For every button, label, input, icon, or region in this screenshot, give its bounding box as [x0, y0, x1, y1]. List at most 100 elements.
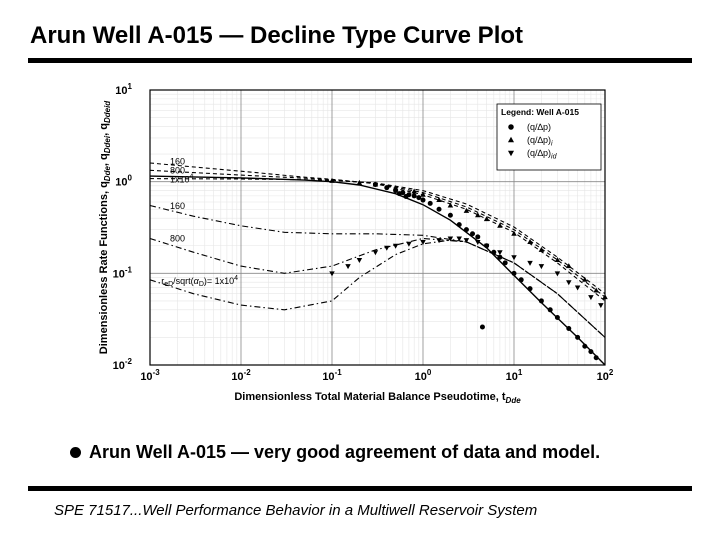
data-point [566, 280, 572, 286]
data-point [518, 277, 524, 283]
model-curve [149, 239, 606, 338]
data-point [582, 276, 588, 282]
decline-type-curve-chart: 10-3 10-2 10-1 100 101 10210-210-1100101Dimen… [98, 82, 614, 405]
model-curve [149, 178, 606, 295]
data-point [329, 177, 335, 183]
data-point [497, 254, 503, 260]
data-point [527, 238, 533, 244]
data-point [483, 216, 490, 222]
footer-citation: SPE 71517...Well Performance Behavior in… [54, 502, 538, 519]
data-point [538, 298, 544, 304]
data-point [502, 260, 508, 266]
curve-annotation: 800 [170, 165, 185, 175]
data-point [427, 200, 433, 206]
data-point [547, 307, 553, 313]
data-point [406, 241, 412, 247]
y-tick-label: 100 [115, 174, 132, 189]
data-point [436, 197, 442, 203]
data-point [554, 256, 561, 262]
legend-marker [508, 124, 514, 130]
data-point [384, 245, 390, 251]
curve-annotation: 160 [170, 201, 185, 211]
data-point [411, 193, 417, 199]
data-point [538, 264, 545, 270]
data-point [538, 246, 545, 252]
legend-marker [507, 136, 515, 143]
data-point [582, 343, 588, 349]
data-point [566, 326, 572, 332]
data-point [456, 222, 462, 228]
data-point [470, 231, 476, 237]
y-tick-label: 101 [115, 82, 132, 97]
bullet-dot-icon [70, 447, 81, 458]
y-tick-label: 10-2 [113, 357, 133, 372]
legend-title: Legend: Well A-015 [501, 107, 579, 117]
data-point [598, 303, 604, 309]
data-point [479, 324, 485, 330]
bottom-divider [28, 486, 692, 491]
data-point [511, 230, 517, 236]
data-point [554, 271, 561, 277]
data-point [588, 295, 594, 301]
x-axis-label: Dimensionless Total Material Balance Pse… [234, 391, 521, 405]
legend-box [496, 103, 602, 171]
data-point [372, 250, 379, 256]
data-point [574, 285, 581, 291]
data-point [588, 349, 594, 355]
legend-entry-label: (q/∆p)id [527, 148, 558, 161]
data-point [463, 238, 470, 244]
data-point [527, 260, 533, 266]
data-point [420, 239, 426, 245]
data-point [392, 243, 399, 249]
model-curve [149, 175, 606, 366]
curve-annotation: reD/sqrt(αD)= 1x104 [161, 275, 238, 288]
model-curve [149, 169, 606, 298]
data-point [416, 195, 422, 201]
x-tick-label: 10-2 [231, 368, 251, 383]
curve-annotation: 1x104 [170, 173, 194, 184]
data-point [403, 193, 409, 199]
bullet-text: Arun Well A-015 — very good agreement of… [89, 442, 601, 462]
data-point [447, 236, 454, 242]
data-point [447, 212, 453, 218]
data-point [483, 243, 490, 249]
data-point [420, 191, 426, 197]
data-point [436, 206, 442, 212]
x-tick-label: 101 [506, 368, 523, 383]
data-point [411, 188, 417, 194]
plot-frame [149, 89, 606, 366]
slide-title: Arun Well A-015 — Decline Type Curve Plo… [30, 22, 524, 49]
x-tick-label: 10-3 [140, 368, 160, 383]
data-point [420, 197, 426, 203]
data-point [345, 264, 351, 270]
data-point [456, 236, 462, 242]
data-point [475, 212, 481, 218]
data-point [511, 255, 517, 261]
data-point [447, 202, 454, 208]
y-axis-label: Dimensionless Rate Functions, qDde, qDde… [98, 100, 112, 354]
data-point [475, 234, 481, 240]
data-point [436, 238, 442, 244]
data-point [392, 185, 399, 191]
data-point [554, 314, 560, 320]
data-point [491, 249, 497, 255]
data-point [329, 271, 335, 277]
model-curve [149, 204, 606, 338]
data-point [566, 263, 572, 269]
data-point [396, 191, 402, 197]
x-tick-label: 100 [415, 368, 432, 383]
x-tick-label: 102 [597, 368, 614, 383]
data-point [463, 227, 469, 233]
bullet-point: Arun Well A-015 — very good agreement of… [70, 442, 600, 463]
data-point [463, 207, 470, 213]
data-point [527, 286, 533, 292]
data-point [497, 222, 503, 228]
data-point [511, 270, 517, 276]
model-curve [149, 237, 606, 338]
data-point [475, 239, 481, 245]
top-divider [28, 58, 692, 63]
data-point [356, 257, 363, 263]
legend-entry-label: (q/∆p) [527, 122, 551, 132]
y-tick-label: 10-1 [113, 265, 133, 280]
curve-annotation: 800 [170, 233, 185, 243]
